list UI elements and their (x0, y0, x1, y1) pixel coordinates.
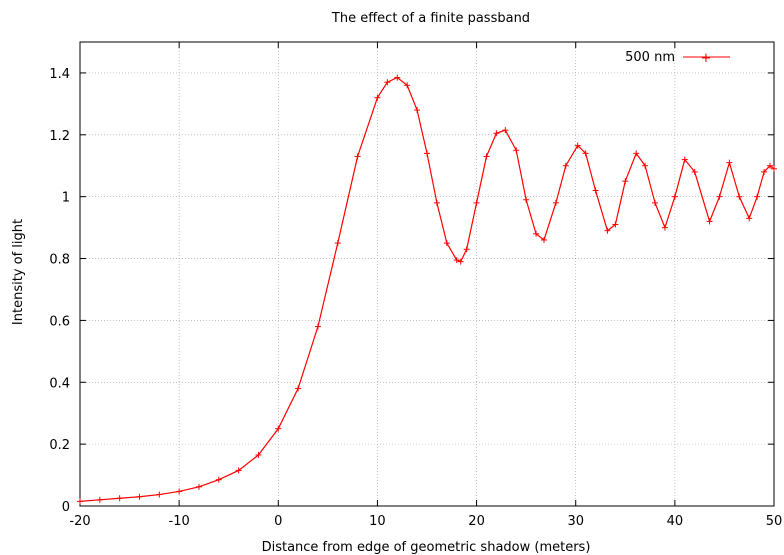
x-tick-label: 0 (274, 514, 282, 529)
data-point (691, 168, 698, 175)
data-point (136, 493, 143, 500)
data-point (255, 451, 262, 458)
y-tick-label: 0.6 (49, 314, 70, 329)
data-point (116, 495, 123, 502)
data-point (754, 193, 761, 200)
data-point (604, 227, 611, 234)
data-point (574, 142, 581, 149)
x-axis-label: Distance from edge of geometric shadow (… (262, 540, 591, 555)
data-point (540, 236, 547, 243)
data-point (612, 221, 619, 228)
data-point (314, 323, 321, 330)
y-tick-label: 1.4 (49, 67, 70, 82)
data-point (384, 79, 391, 86)
data-point (493, 130, 500, 137)
data-point (767, 162, 774, 169)
data-point (502, 127, 509, 134)
data-point (433, 199, 440, 206)
x-tick-label: 10 (369, 514, 386, 529)
data-point (681, 156, 688, 163)
data-point (394, 74, 401, 81)
x-tick-label: 20 (468, 514, 485, 529)
data-point (552, 199, 559, 206)
x-tick-label: -10 (169, 514, 190, 529)
data-point (354, 153, 361, 160)
data-point (374, 94, 381, 101)
x-tick-label: -20 (69, 514, 90, 529)
data-point (96, 496, 103, 503)
data-point (652, 199, 659, 206)
series-layer (77, 74, 777, 505)
data-point (761, 168, 768, 175)
data-point (404, 82, 411, 89)
x-tick-label: 40 (667, 514, 684, 529)
y-tick-label: 1.2 (49, 129, 70, 144)
data-point (473, 199, 480, 206)
legend: 500 nm + (625, 50, 730, 66)
y-axis-label: Intensity of light (11, 219, 26, 325)
y-tick-label: 0.2 (49, 438, 70, 453)
data-point (334, 240, 341, 247)
x-tick-label: 30 (567, 514, 584, 529)
data-point (414, 107, 421, 114)
data-point (443, 240, 450, 247)
y-tick-label: 0.4 (49, 376, 70, 391)
data-point (562, 162, 569, 169)
data-point (622, 178, 629, 185)
data-point (736, 193, 743, 200)
data-point (295, 385, 302, 392)
data-point (275, 425, 282, 432)
data-point (483, 153, 490, 160)
data-point (176, 488, 183, 495)
data-point (582, 150, 589, 157)
data-point (235, 467, 242, 474)
data-point (156, 491, 163, 498)
ticks: -20 -10 0 10 20 30 40 50 0 0.2 0.4 0.6 0.8 1 1.2 1.4 (49, 42, 782, 529)
y-tick-label: 0 (62, 500, 70, 515)
data-point (726, 159, 733, 166)
y-tick-label: 0.8 (49, 253, 70, 268)
data-point (716, 193, 723, 200)
data-point (746, 215, 753, 222)
data-point (77, 498, 83, 505)
data-point (215, 476, 222, 483)
legend-label: 500 nm (625, 50, 675, 65)
data-point (513, 147, 520, 154)
chart-title: The effect of a finite passband (331, 11, 530, 26)
plot-border (79, 41, 775, 507)
y-tick-label: 1 (62, 191, 70, 206)
data-point (771, 165, 777, 172)
series-line (79, 76, 775, 502)
data-point (453, 257, 460, 264)
data-point (195, 483, 202, 490)
data-point (706, 218, 713, 225)
data-point (463, 246, 470, 253)
data-point (533, 230, 540, 237)
data-point (457, 258, 464, 265)
legend-marker: + (701, 51, 712, 66)
data-point (661, 224, 668, 231)
x-tick-label: 50 (766, 514, 783, 529)
data-point (633, 150, 640, 157)
data-point (523, 196, 530, 203)
data-point (424, 150, 430, 157)
data-point (671, 193, 678, 200)
data-point (592, 187, 599, 194)
data-point (642, 162, 649, 169)
plot-frame (79, 41, 775, 507)
grid (80, 42, 774, 506)
